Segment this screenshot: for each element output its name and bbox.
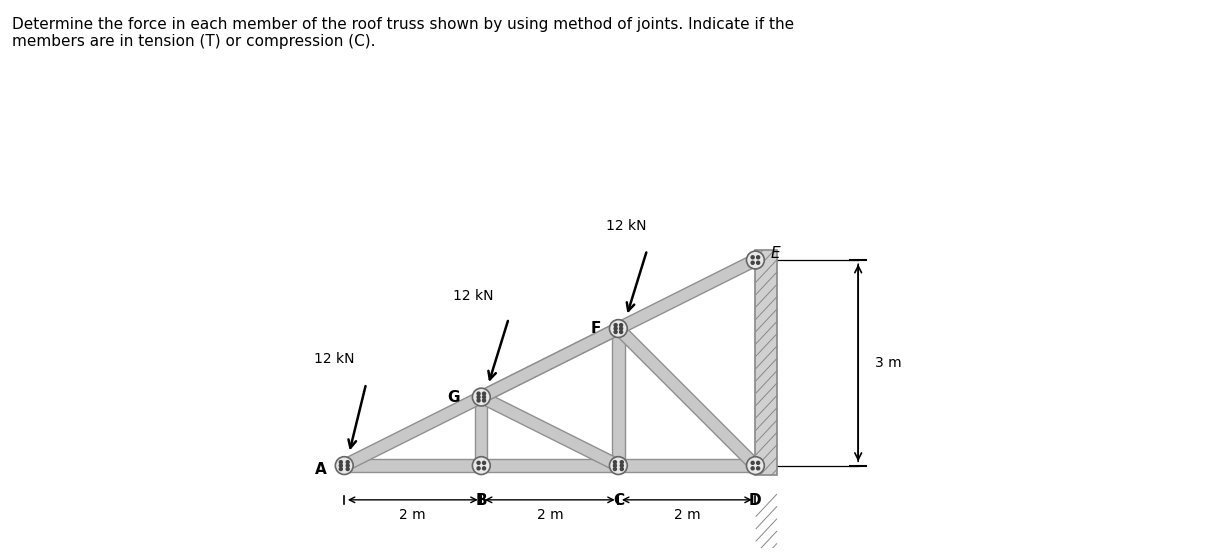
Circle shape — [472, 388, 490, 406]
Text: 3 m: 3 m — [876, 356, 901, 370]
Text: C: C — [613, 493, 624, 508]
Bar — [755, 250, 777, 475]
Polygon shape — [341, 254, 758, 471]
Circle shape — [620, 324, 623, 326]
Circle shape — [620, 467, 624, 471]
Circle shape — [477, 399, 481, 402]
Circle shape — [339, 467, 342, 471]
Circle shape — [620, 327, 623, 330]
Text: B: B — [476, 493, 487, 508]
Circle shape — [620, 461, 624, 463]
Circle shape — [751, 467, 755, 470]
Circle shape — [614, 464, 616, 467]
Circle shape — [614, 467, 616, 471]
Circle shape — [346, 461, 350, 463]
Circle shape — [757, 261, 759, 264]
Polygon shape — [614, 324, 759, 470]
Text: 2 m: 2 m — [674, 508, 701, 522]
Circle shape — [483, 461, 486, 465]
Circle shape — [614, 327, 618, 330]
Text: 12 kN: 12 kN — [314, 352, 355, 366]
Circle shape — [757, 256, 759, 259]
Circle shape — [746, 457, 764, 475]
Circle shape — [609, 457, 627, 475]
Text: 12 kN: 12 kN — [607, 219, 647, 233]
Polygon shape — [476, 397, 488, 466]
Circle shape — [614, 324, 618, 326]
Text: 12 kN: 12 kN — [453, 288, 493, 302]
Text: Determine the force in each member of the roof truss shown by using method of jo: Determine the force in each member of th… — [12, 17, 795, 49]
Circle shape — [757, 461, 759, 465]
Circle shape — [477, 467, 481, 470]
Text: F: F — [591, 321, 602, 336]
Circle shape — [339, 461, 342, 463]
Circle shape — [614, 330, 618, 334]
Polygon shape — [478, 391, 621, 471]
Circle shape — [609, 320, 627, 338]
Text: 2 m: 2 m — [400, 508, 426, 522]
Circle shape — [346, 464, 350, 467]
Circle shape — [620, 330, 623, 334]
Circle shape — [477, 392, 481, 395]
Circle shape — [483, 392, 486, 395]
Circle shape — [751, 461, 755, 465]
Circle shape — [335, 457, 353, 475]
Circle shape — [477, 396, 481, 399]
Text: 2 m: 2 m — [537, 508, 563, 522]
Circle shape — [339, 464, 342, 467]
Circle shape — [472, 457, 490, 475]
Circle shape — [614, 461, 616, 463]
Polygon shape — [613, 329, 625, 466]
Text: A: A — [316, 462, 327, 476]
Circle shape — [746, 251, 764, 269]
Circle shape — [483, 399, 486, 402]
Polygon shape — [478, 323, 621, 402]
Text: E: E — [770, 245, 780, 260]
Circle shape — [620, 464, 624, 467]
Circle shape — [751, 261, 755, 264]
Circle shape — [483, 396, 486, 399]
Circle shape — [757, 467, 759, 470]
Circle shape — [477, 461, 481, 465]
Text: G: G — [446, 390, 460, 405]
Polygon shape — [344, 459, 756, 472]
Circle shape — [751, 256, 755, 259]
Circle shape — [346, 467, 350, 471]
Text: D: D — [748, 493, 762, 508]
Circle shape — [483, 467, 486, 470]
